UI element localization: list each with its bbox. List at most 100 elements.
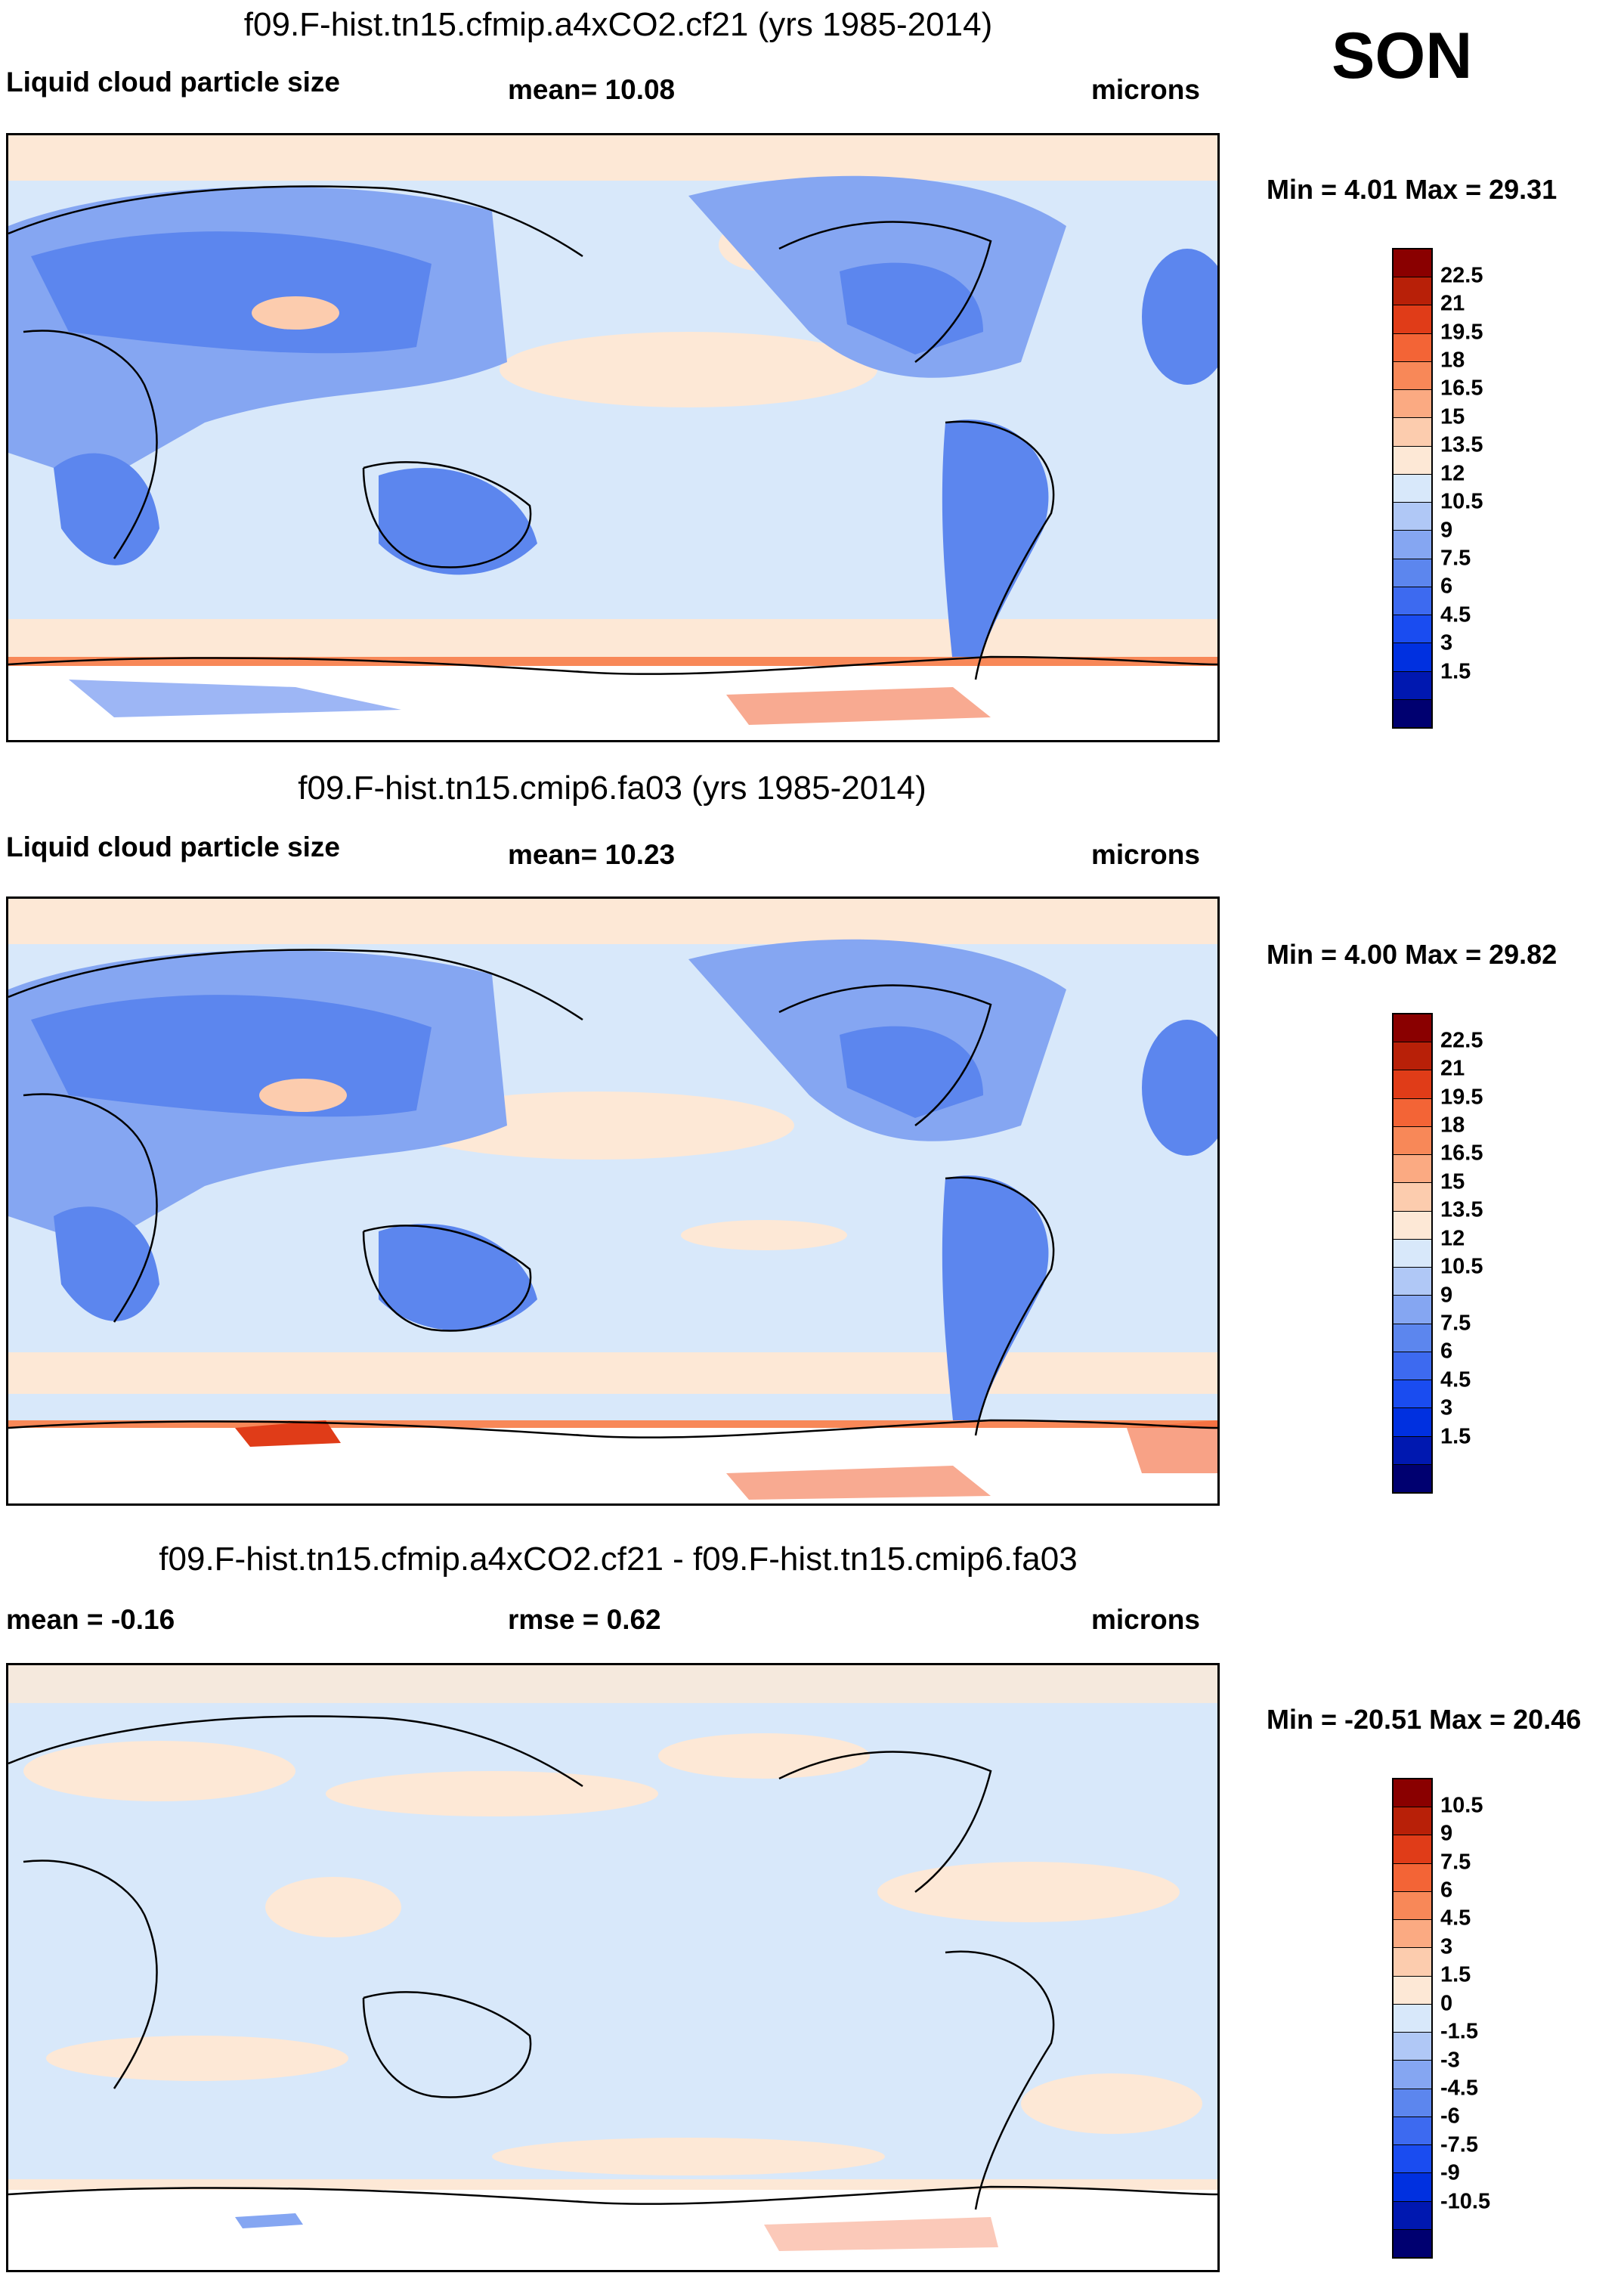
panel-1-variable-label: Liquid cloud particle size [6, 67, 341, 98]
panel-2-units-label: microns [1091, 839, 1200, 870]
panel-2-colorbar-tick: 10.5 [1440, 1254, 1483, 1279]
panel-2-mean-label: mean= 10.23 [508, 839, 676, 870]
colorbar-swatch [1394, 1948, 1431, 1977]
colorbar-swatch [1394, 1268, 1431, 1296]
panel-1-title: f09.F-hist.tn15.cfmip.a4xCO2.cf21 (yrs 1… [243, 6, 993, 43]
colorbar-swatch [1394, 2089, 1431, 2117]
colorbar-swatch [1394, 671, 1431, 700]
panel-1-colorbar-tick: 4.5 [1440, 602, 1471, 627]
panel-1-colorbar-tick: 21 [1440, 291, 1465, 316]
colorbar-swatch [1394, 503, 1431, 531]
panel-1-colorbar-tick: 3 [1440, 630, 1453, 655]
colorbar-swatch [1394, 2033, 1431, 2061]
panel-3-map-field [8, 1665, 1217, 2270]
panel-2-colorbar-tick: 22.5 [1440, 1028, 1483, 1053]
colorbar-swatch [1394, 1976, 1431, 2005]
panel-1-colorbar-tick: 10.5 [1440, 489, 1483, 514]
panel-3-colorbar-tick: 0 [1440, 1991, 1453, 2016]
panel-2-title: f09.F-hist.tn15.cmip6.fa03 (yrs 1985-201… [298, 770, 926, 807]
panel-1-colorbar-tick: 13.5 [1440, 432, 1483, 457]
panel-3-colorbar-tick: -6 [1440, 2104, 1460, 2129]
panel-1-colorbar-tick: 6 [1440, 574, 1453, 599]
panel-2-colorbar-tick: 15 [1440, 1169, 1465, 1194]
panel-3-map [6, 1663, 1220, 2272]
panel-3-colorbar-tick: -10.5 [1440, 2189, 1491, 2214]
colorbar-swatch [1394, 361, 1431, 391]
colorbar-swatch [1394, 1380, 1431, 1409]
colorbar-swatch [1394, 305, 1431, 334]
panel-3-mean-label: mean = -0.16 [6, 1604, 175, 1635]
colorbar-swatch [1394, 390, 1431, 419]
panel-1-map-field [8, 135, 1217, 740]
panel-3-colorbar-tick: -4.5 [1440, 2076, 1478, 2101]
panel-2-colorbar-tick: 1.5 [1440, 1424, 1471, 1449]
colorbar-swatch [1394, 1863, 1431, 1892]
colorbar-swatch [1394, 1296, 1431, 1324]
colorbar-swatch [1394, 1070, 1431, 1099]
colorbar-swatch [1394, 1126, 1431, 1156]
colorbar-swatch [1394, 2145, 1431, 2174]
panel-2-colorbar-tick: 9 [1440, 1283, 1453, 1308]
panel-1-colorbar-tick: 16.5 [1440, 376, 1483, 401]
panel-1-minmax: Min = 4.01 Max = 29.31 [1267, 174, 1557, 205]
panel-2-map [6, 896, 1220, 1506]
colorbar-swatch [1394, 1014, 1431, 1043]
colorbar-swatch [1394, 249, 1431, 278]
panel-3-colorbar-tick: 1.5 [1440, 1962, 1471, 1987]
panel-1-mean-label: mean= 10.08 [508, 74, 676, 105]
panel-1-units-label: microns [1091, 74, 1200, 105]
colorbar-swatch [1394, 1408, 1431, 1437]
colorbar-swatch [1394, 531, 1431, 559]
panel-1-colorbar-tick: 1.5 [1440, 659, 1471, 684]
colorbar-swatch [1394, 1352, 1431, 1381]
colorbar-swatch [1394, 1835, 1431, 1864]
panel-3-title: f09.F-hist.tn15.cfmip.a4xCO2.cf21 - f09.… [159, 1541, 1078, 1578]
panel-1-colorbar-tick: 19.5 [1440, 320, 1483, 345]
panel-3-colorbar-tick: 4.5 [1440, 1906, 1471, 1931]
panel-3-colorbar-tick: 7.5 [1440, 1850, 1471, 1875]
panel-1-colorbar-tick: 9 [1440, 518, 1453, 543]
colorbar-swatch [1394, 2173, 1431, 2202]
panel-3-colorbar-tick: -7.5 [1440, 2132, 1478, 2157]
panel-1-colorbar-tick: 15 [1440, 404, 1465, 429]
colorbar-swatch [1394, 559, 1431, 587]
colorbar-swatch [1394, 2201, 1431, 2230]
panel-2-colorbar-tick: 16.5 [1440, 1141, 1483, 1166]
colorbar-swatch [1394, 2004, 1431, 2033]
colorbar-swatch [1394, 699, 1431, 727]
colorbar-swatch [1394, 2061, 1431, 2089]
panel-2-colorbar-tick: 12 [1440, 1226, 1465, 1251]
colorbar-swatch [1394, 474, 1431, 503]
panel-3-rmse-label: rmse = 0.62 [508, 1604, 661, 1635]
colorbar-swatch [1394, 446, 1431, 475]
colorbar-swatch [1394, 333, 1431, 362]
colorbar-swatch [1394, 643, 1431, 672]
colorbar-swatch [1394, 1891, 1431, 1921]
panel-3-colorbar-tick: 9 [1440, 1821, 1453, 1846]
panel-2-variable-label: Liquid cloud particle size [6, 831, 341, 862]
panel-2-map-field [8, 899, 1217, 1503]
panel-1-colorbar-tick: 18 [1440, 348, 1465, 373]
colorbar-swatch [1394, 1324, 1431, 1352]
panel-1-colorbar-tick: 12 [1440, 461, 1465, 486]
panel-3-colorbar-tick: 3 [1440, 1934, 1453, 1959]
panel-3-colorbar [1392, 1778, 1433, 2259]
colorbar-swatch [1394, 1239, 1431, 1268]
colorbar-swatch [1394, 2229, 1431, 2257]
colorbar-swatch [1394, 1436, 1431, 1465]
season-label: SON [1332, 20, 1473, 92]
panel-2-colorbar-tick: 13.5 [1440, 1197, 1483, 1222]
panel-3-units-label: microns [1091, 1604, 1200, 1635]
panel-1-colorbar-tick: 7.5 [1440, 546, 1471, 571]
panel-3-colorbar-tick: 6 [1440, 1878, 1453, 1903]
colorbar-swatch [1394, 2117, 1431, 2146]
panel-2-colorbar-tick: 19.5 [1440, 1085, 1483, 1110]
panel-2-colorbar-tick: 6 [1440, 1339, 1453, 1364]
panel-2-colorbar-tick: 21 [1440, 1056, 1465, 1081]
panel-3-colorbar-tick: -9 [1440, 2160, 1460, 2185]
panel-2-colorbar [1392, 1013, 1433, 1494]
colorbar-swatch [1394, 1464, 1431, 1492]
colorbar-swatch [1394, 615, 1431, 644]
colorbar-swatch [1394, 1807, 1431, 1836]
colorbar-swatch [1394, 1042, 1431, 1071]
